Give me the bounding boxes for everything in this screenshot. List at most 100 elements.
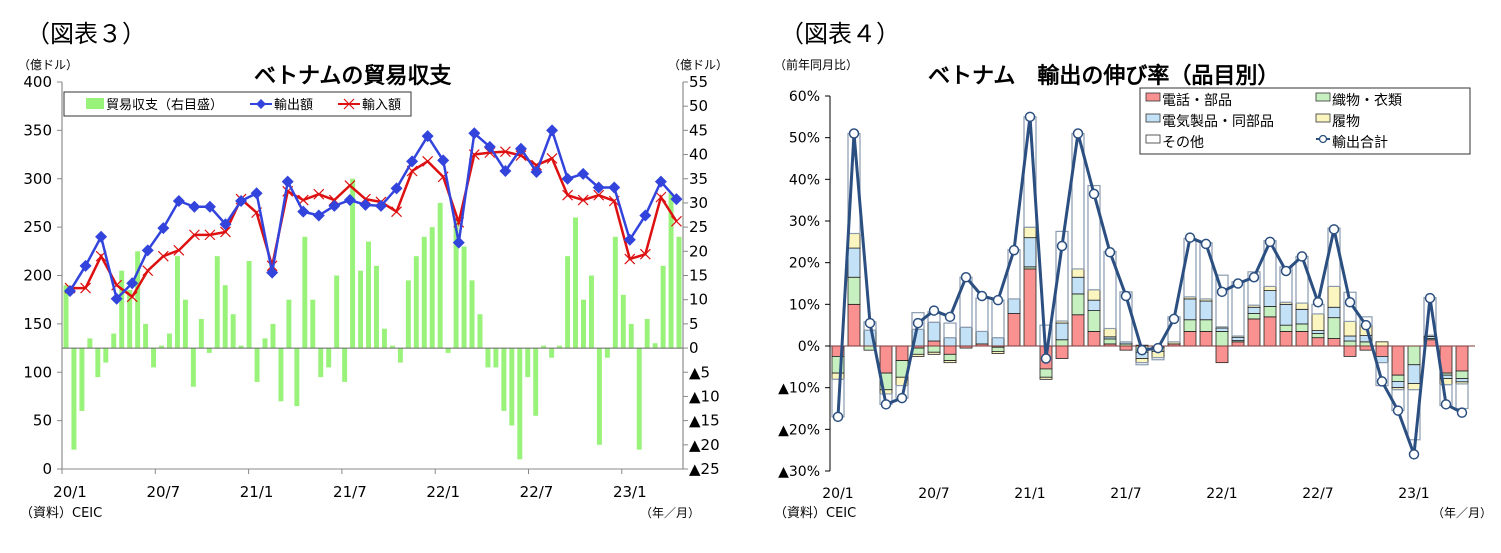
chart1-export-point	[468, 127, 481, 140]
chart2-total-point	[1088, 188, 1100, 200]
chart1-import-point	[391, 206, 402, 218]
chart1-x-tick-label: 22/7	[520, 483, 554, 501]
chart2-bar-textile	[1039, 368, 1053, 378]
chart2-bar-phone	[1231, 341, 1245, 347]
chart2-bar-footwear	[1263, 286, 1277, 291]
chart2-bar-electric	[1007, 298, 1021, 314]
chart2-bar-textile	[943, 353, 957, 361]
chart1-left-tick-label: 0	[42, 460, 52, 478]
chart1-balance-bar	[190, 348, 196, 387]
chart2-bar-electric	[1455, 378, 1469, 383]
chart2-bar-electric	[1295, 308, 1309, 325]
chart1-left-tick-label: 300	[23, 170, 52, 188]
chart2-bar-phone	[1279, 331, 1293, 347]
chart1-export-point	[328, 199, 341, 212]
chart1-right-tick-label: 0	[689, 339, 699, 357]
chart1-balance-bar	[262, 338, 268, 349]
chart2-total-point	[1312, 297, 1324, 308]
chart2-y-tick-label: 10%	[789, 297, 820, 313]
chart2-bar-textile	[1183, 319, 1197, 332]
chart1-balance-bar	[573, 217, 578, 349]
chart2-bar-phone	[1375, 345, 1389, 357]
chart1-export-point	[421, 130, 434, 143]
chart2-bar-phone	[1455, 345, 1469, 372]
chart2-bar-textile	[847, 276, 861, 305]
chart2-bar-footwear	[1375, 341, 1389, 347]
chart1-x-tick-label: 20/1	[53, 483, 87, 501]
chart2-bar-other	[1455, 383, 1469, 410]
chart1-balance-bar	[533, 348, 539, 416]
figure-4-label: （図表４）	[780, 20, 900, 48]
chart1-export-point	[437, 154, 450, 167]
chart1-balance-bar	[517, 348, 523, 460]
chart1-export-point	[312, 209, 325, 222]
chart1-balance-bar	[429, 227, 435, 349]
chart1-export-point	[297, 205, 310, 218]
chart2-x-tick-label: 20/1	[822, 486, 853, 502]
chart1-export-point	[359, 198, 372, 211]
figure-3-label: （図表３）	[26, 20, 146, 48]
chart1-balance-bar	[461, 246, 467, 349]
chart1-export-line	[68, 126, 678, 302]
chart2-bar-other	[943, 322, 957, 339]
chart2-legend-footwear-label: 履物	[1332, 114, 1360, 130]
chart1-balance-bar	[485, 348, 491, 368]
chart1-import-point	[593, 189, 605, 201]
chart2-total-point	[1184, 232, 1196, 243]
chart1-balance-bar	[421, 236, 427, 349]
chart1-legend-import-marker	[343, 98, 355, 110]
chart1-balance-bar	[182, 299, 188, 349]
chart2-legend-electric-label: 電気製品・同部品	[1162, 114, 1274, 130]
chart2-bar-electric	[1055, 322, 1069, 341]
chart1-balance-bar	[541, 345, 547, 349]
chart2-bar-electric	[1183, 298, 1197, 321]
chart2-bar-textile	[1215, 331, 1229, 347]
chart1-balance-bar	[581, 299, 586, 349]
chart1-export-point	[406, 155, 419, 168]
chart2-total-point	[1200, 238, 1212, 250]
chart2-total-point	[976, 290, 988, 302]
chart2-total-point	[1264, 236, 1276, 248]
chart1-import-point	[126, 291, 138, 303]
chart2-bar-textile	[1055, 339, 1069, 347]
chart1-balance-bar	[405, 280, 411, 349]
chart1-export-point	[546, 124, 559, 137]
chart1-balance-bar	[206, 348, 212, 353]
chart1-balance-bar	[604, 348, 610, 358]
chart1-export-point	[654, 175, 667, 188]
chart1-right-tick-label: 15	[689, 267, 708, 285]
chart1-import-point	[313, 188, 325, 200]
chart2-y-tick-label: 60%	[789, 89, 820, 105]
chart2-bar-phone	[1071, 314, 1085, 347]
chart2-bar-phone	[1247, 318, 1261, 347]
chart1-balance-bar	[445, 348, 451, 353]
chart1-legend-import-label: 輸入額	[362, 98, 401, 113]
chart2-bar-phone	[1183, 331, 1197, 347]
chart2-total-point	[1136, 344, 1148, 356]
chart1-export-point	[250, 187, 263, 200]
chart2-xlabel: （年／月）	[1432, 506, 1493, 520]
chart2-x-tick-label: 20/7	[918, 486, 949, 502]
chart1-export-point	[670, 193, 683, 206]
chart2-bar-footwear	[1407, 383, 1421, 391]
chart1-import-point	[344, 180, 356, 191]
chart2-bar-other	[1231, 281, 1245, 337]
chart2-total-point	[1360, 319, 1372, 331]
chart1-right-tick-label: 40	[689, 146, 708, 164]
chart2-total-point	[880, 399, 892, 410]
chart1-balance-bar	[549, 348, 555, 358]
chart2-total-point	[1440, 399, 1452, 410]
chart1-balance-bar	[167, 333, 172, 349]
chart2-legend-other-label: その他	[1162, 135, 1204, 151]
chart1-export-point	[452, 236, 465, 249]
chart2-bar-textile	[1407, 345, 1421, 366]
chart2-total-point	[992, 294, 1004, 306]
chart2-bar-phone	[847, 303, 861, 347]
chart2-legend-total-label: 輸出合計	[1332, 135, 1388, 151]
chart2-total-point	[1168, 313, 1180, 325]
chart2-total-point	[1280, 265, 1292, 277]
chart2-bar-phone	[1087, 331, 1101, 347]
chart2-legend-phone-swatch	[1145, 92, 1161, 102]
chart1-balance-bar	[493, 348, 499, 368]
